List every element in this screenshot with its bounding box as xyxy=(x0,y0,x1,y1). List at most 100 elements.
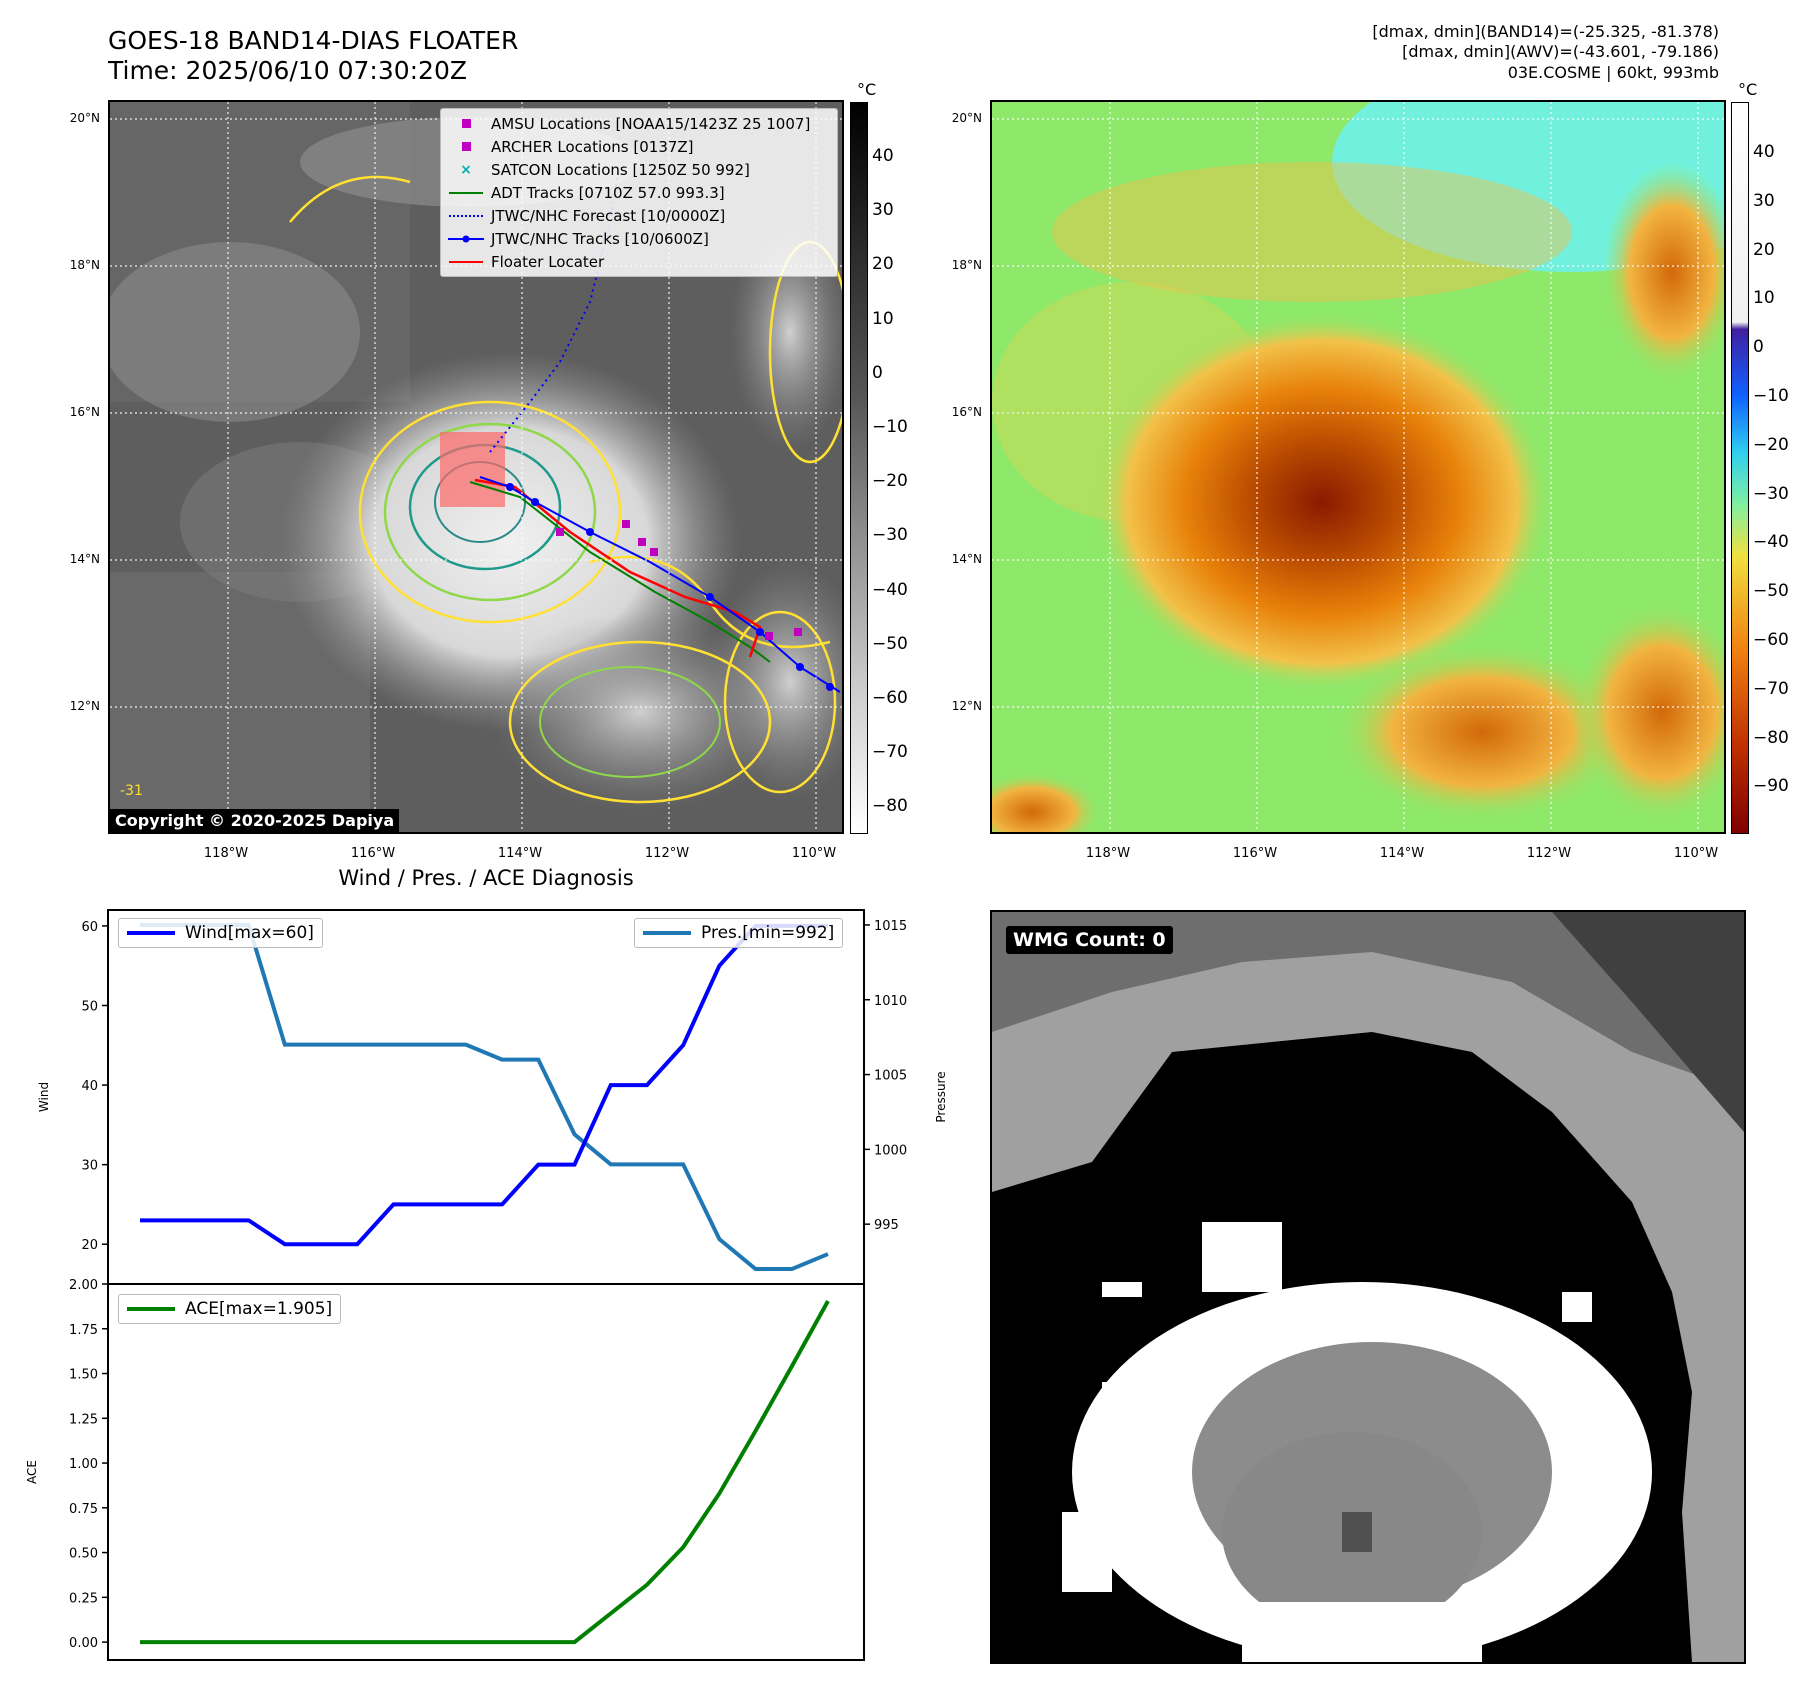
wv-lon-label: 114°W xyxy=(1379,846,1425,861)
legend-item-adt: ADT Tracks [0710Z 57.0 993.3] xyxy=(441,181,837,204)
ace-tick-label: 1.25 xyxy=(69,1412,98,1427)
wind-tick-label: 50 xyxy=(81,999,98,1014)
page-title: GOES-18 BAND14-DIAS FLOATER xyxy=(108,26,519,55)
diagnosis-title: Wind / Pres. / ACE Diagnosis xyxy=(338,866,634,890)
ir-cbar-tick-label: 30 xyxy=(872,200,894,221)
ace-tick-label: 0.25 xyxy=(69,1591,98,1606)
wind-series-line xyxy=(140,923,828,1247)
wv-cbar-tick-label: 30 xyxy=(1753,190,1775,211)
ir-lon-label: 112°W xyxy=(644,846,690,861)
info-band14: [dmax, dmin](BAND14)=(-25.325, -81.378) xyxy=(1372,22,1719,41)
ir-lat-label: 20°N xyxy=(69,111,100,125)
wv-cbar-tick-label: 10 xyxy=(1753,288,1775,309)
ace-tick-label: 1.50 xyxy=(69,1368,98,1383)
wv-colorbar xyxy=(1731,102,1749,834)
wv-lon-label: 116°W xyxy=(1232,846,1278,861)
pressure-tick-label: 1000 xyxy=(874,1143,907,1158)
wv-cbar-tick-label: −10 xyxy=(1753,386,1789,406)
wind-tick-label: 60 xyxy=(81,920,98,935)
ir-cbar-tick-label: −30 xyxy=(872,525,908,546)
ir-cbar-tick-label: 10 xyxy=(872,308,894,329)
wv-satellite-map xyxy=(990,100,1726,834)
wv-lon-label: 112°W xyxy=(1526,846,1572,861)
ace-tick-label: 0.50 xyxy=(69,1547,98,1562)
ir-satellite-map: -31 AMSU Locations [NOAA15/1423Z 25 1007… xyxy=(108,100,844,834)
legend-item-forecast: JTWC/NHC Forecast [10/0000Z] xyxy=(441,204,837,227)
pressure-tick-label: 1005 xyxy=(874,1069,907,1084)
wind-tick-label: 40 xyxy=(81,1079,98,1094)
wv-cbar-tick-label: −30 xyxy=(1753,483,1789,504)
wv-cbar-tick-label: −20 xyxy=(1753,434,1789,455)
ace-series-line xyxy=(140,1300,830,1645)
wv-cbar-tick-label: −60 xyxy=(1753,630,1789,650)
ace-axis-label: ACE xyxy=(25,1460,39,1484)
wv-cbar-unit: °C xyxy=(1738,80,1758,99)
wv-cbar-tick-label: −90 xyxy=(1753,776,1789,797)
wmg-count-badge: WMG Count: 0 xyxy=(1006,926,1173,954)
wmg-imagery xyxy=(992,912,1744,1662)
wv-lon-label: 110°W xyxy=(1673,846,1719,861)
ir-cbar-tick-label: −10 xyxy=(872,417,908,437)
pressure-tick-label: 1015 xyxy=(874,919,907,934)
wv-cbar-tick-label: −80 xyxy=(1753,727,1789,748)
ir-cbar-tick-label: 20 xyxy=(872,254,894,275)
ir-lat-label: 12°N xyxy=(69,699,100,713)
wv-cbar-tick-label: 0 xyxy=(1753,337,1764,358)
pressure-tick-label: 1010 xyxy=(874,994,907,1009)
ace-tick-label: 1.00 xyxy=(69,1457,98,1472)
ace-tick-label: 0.75 xyxy=(69,1502,98,1517)
ir-lat-label: 14°N xyxy=(69,552,100,566)
ace-tick-label: 0.00 xyxy=(69,1636,98,1651)
legend-item-amsu: AMSU Locations [NOAA15/1423Z 25 1007] xyxy=(441,112,837,135)
wind-pres-plot-frame xyxy=(107,909,865,1285)
ir-cbar-tick-label: 40 xyxy=(872,146,894,166)
wv-lat-label: 18°N xyxy=(951,258,982,272)
ace-tick-label: 2.00 xyxy=(69,1278,98,1293)
legend-item-floater: Floater Locater xyxy=(441,250,837,273)
info-storm: 03E.COSME | 60kt, 993mb xyxy=(1507,63,1719,82)
wind-legend: Wind[max=60] xyxy=(118,918,323,948)
wv-cbar-tick-label: 40 xyxy=(1753,142,1775,162)
diagnosis-chart: 20 30 40 50 60 995 1000 1005 1010 1015 0.00 0.25 0… xyxy=(25,909,948,1661)
info-awv: [dmax, dmin](AWV)=(-43.601, -79.186) xyxy=(1402,42,1719,61)
legend-item-tracks: JTWC/NHC Tracks [10/0600Z] xyxy=(441,227,837,250)
ir-lon-label: 114°W xyxy=(497,846,543,861)
wind-tick-label: 20 xyxy=(81,1238,98,1253)
wv-cbar-tick-label: −40 xyxy=(1753,532,1789,553)
wind-axis-label: Wind xyxy=(37,1082,51,1112)
ir-cbar-unit: °C xyxy=(857,80,877,99)
pressure-tick-label: 995 xyxy=(874,1218,899,1233)
wv-cbar-tick-label: −70 xyxy=(1753,678,1789,699)
legend-item-archer: ARCHER Locations [0137Z] xyxy=(441,135,837,158)
contour-label: -31 xyxy=(120,783,143,799)
wind-tick-label: 30 xyxy=(81,1159,98,1174)
wv-cbar-tick-label: 20 xyxy=(1753,239,1775,260)
ir-lon-label: 116°W xyxy=(350,846,396,861)
pressure-legend: Pres.[min=992] xyxy=(634,918,844,948)
ir-cbar-tick-label: −20 xyxy=(872,471,908,492)
ir-cbar-tick-label: −50 xyxy=(872,633,908,654)
track-legend: AMSU Locations [NOAA15/1423Z 25 1007] AR… xyxy=(440,108,838,277)
ir-cbar-tick-label: −70 xyxy=(872,742,908,763)
wv-lat-label: 14°N xyxy=(951,552,982,566)
wv-cbar-tick-label: −50 xyxy=(1753,581,1789,602)
wv-imagery xyxy=(992,102,1724,832)
ir-lon-label: 118°W xyxy=(203,846,249,861)
copyright-badge: Copyright © 2020-2025 Dapiya xyxy=(110,809,400,832)
ir-lat-label: 18°N xyxy=(69,258,100,272)
ace-plot-frame xyxy=(107,1283,865,1661)
wv-lon-label: 118°W xyxy=(1085,846,1131,861)
ir-cbar-tick-label: −40 xyxy=(872,579,908,600)
ir-cbar-tick-label: 0 xyxy=(872,362,883,383)
ace-legend: ACE[max=1.905] xyxy=(118,1294,342,1324)
wmg-panel: WMG Count: 0 xyxy=(990,910,1746,1664)
ir-cbar-tick-label: −80 xyxy=(872,796,908,817)
wv-lat-label: 20°N xyxy=(951,111,982,125)
ir-lon-label: 110°W xyxy=(791,846,837,861)
pressure-axis-label: Pressure xyxy=(934,1071,948,1122)
ir-colorbar xyxy=(850,102,868,834)
ir-cbar-tick-label: −60 xyxy=(872,688,908,708)
page-time: Time: 2025/06/10 07:30:20Z xyxy=(108,56,467,85)
legend-item-satcon: × SATCON Locations [1250Z 50 992] xyxy=(460,160,750,179)
wv-lat-label: 12°N xyxy=(951,699,982,713)
